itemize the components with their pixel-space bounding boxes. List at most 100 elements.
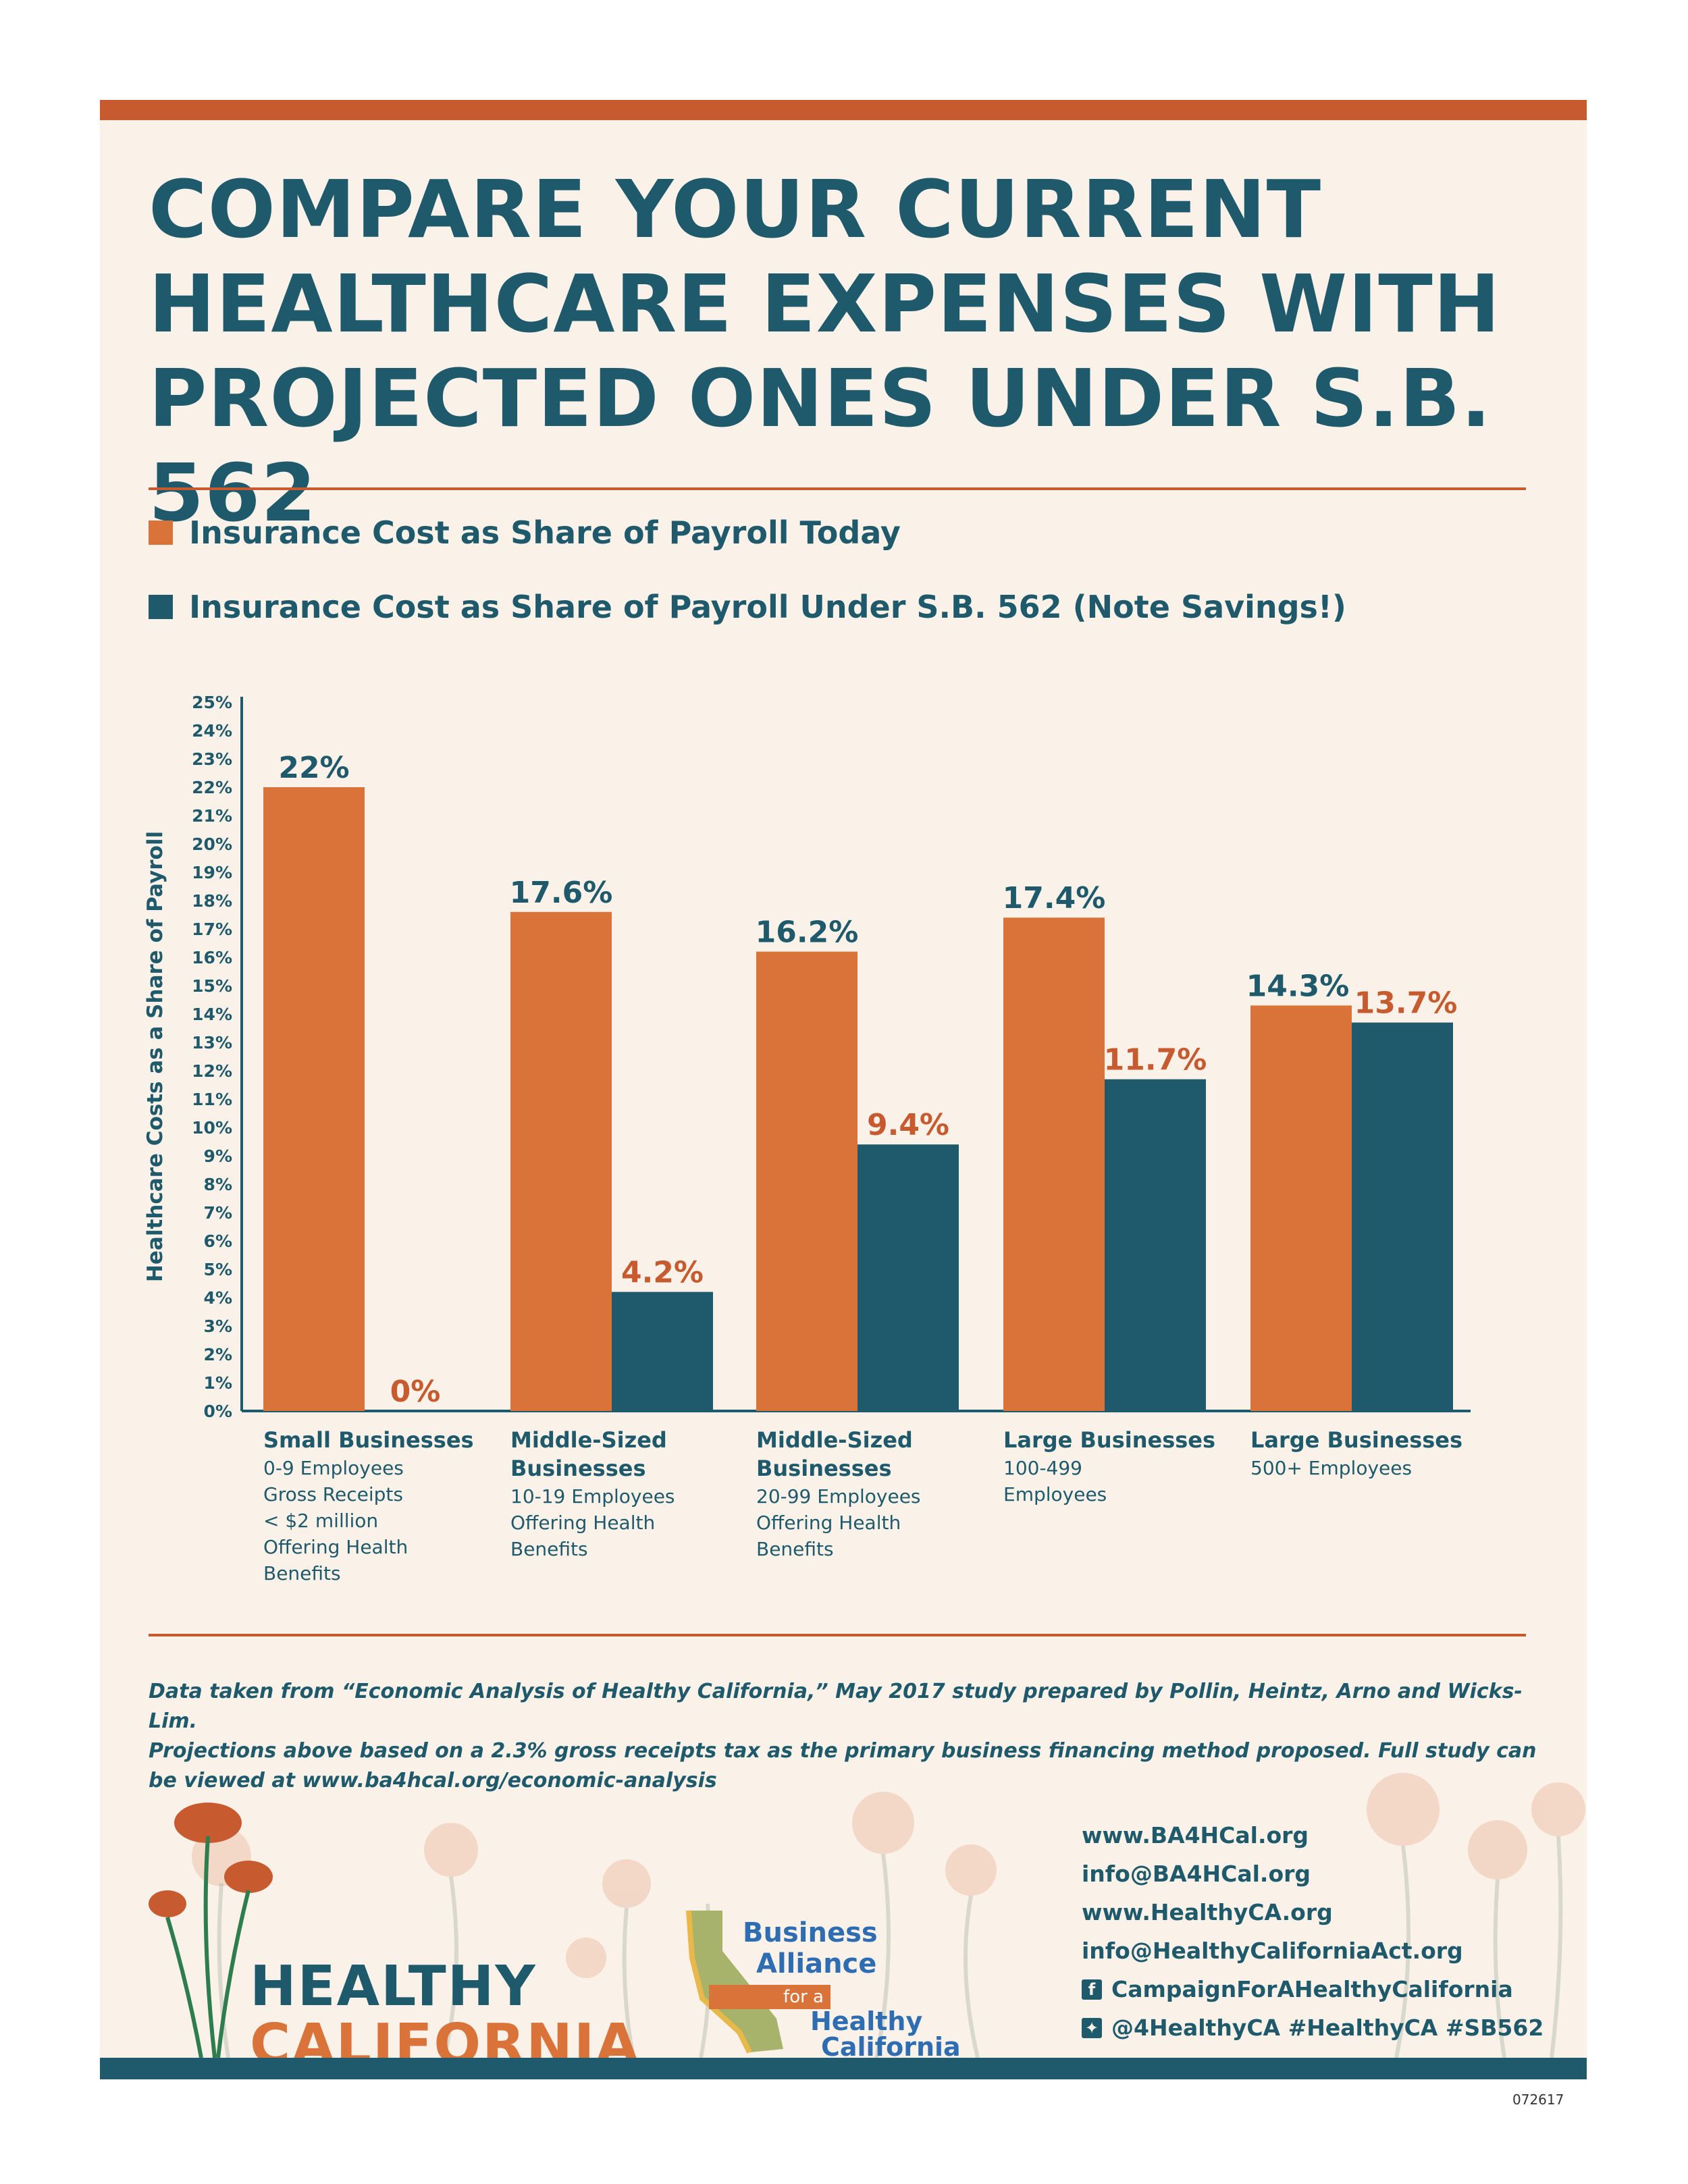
data-label: 9.4% xyxy=(867,1108,949,1142)
y-tick-label: 8% xyxy=(204,1175,232,1194)
category-detail: Offering Health xyxy=(510,1512,655,1534)
y-tick-label: 5% xyxy=(204,1260,232,1279)
contact-email-ba4hcal[interactable]: info@BA4HCal.org xyxy=(1082,1861,1311,1887)
bar xyxy=(1352,1022,1453,1411)
y-tick-label: 14% xyxy=(192,1005,232,1024)
page-title: COMPARE YOUR CURRENT HEALTHCARE EXPENSES… xyxy=(149,162,1566,540)
legend-item-today: Insurance Cost as Share of Payroll Today xyxy=(149,514,901,551)
business-alliance-line-2: Alliance xyxy=(756,1948,877,1979)
poppy-illustration xyxy=(149,1773,1585,2058)
data-label: 22% xyxy=(278,751,349,785)
data-label: 13.7% xyxy=(1354,986,1458,1021)
business-alliance-logo: Business Alliance for a Healthy Californ… xyxy=(675,1904,972,2062)
data-label: 4.2% xyxy=(621,1256,704,1290)
category-detail: 100-499 xyxy=(1003,1457,1082,1479)
top-accent-bar xyxy=(100,100,1587,120)
bar xyxy=(858,1144,959,1411)
legend-swatch-today xyxy=(149,521,173,545)
category-detail: Gross Receipts xyxy=(263,1483,403,1506)
y-tick-label: 6% xyxy=(204,1231,232,1251)
category-title: Businesses xyxy=(510,1456,646,1481)
category-title: Middle-Sized xyxy=(756,1427,913,1453)
y-tick-label: 25% xyxy=(192,693,232,712)
contact-facebook-label: CampaignForAHealthyCalifornia xyxy=(1111,1976,1513,2002)
legend-swatch-sb562 xyxy=(149,595,173,619)
california-map-icon xyxy=(686,1910,783,2054)
title-line-3: PROJECTED ONES UNDER S.B. 562 xyxy=(149,352,1492,539)
category-detail: 500+ Employees xyxy=(1250,1457,1412,1479)
title-line-1: COMPARE YOUR CURRENT xyxy=(149,163,1322,256)
category-title: Large Businesses xyxy=(1250,1427,1462,1453)
data-label: 0% xyxy=(390,1375,441,1409)
y-tick-label: 19% xyxy=(192,863,232,882)
category-detail: Offering Health xyxy=(263,1536,408,1558)
y-tick-label: 7% xyxy=(204,1203,232,1223)
healthy-california-logo: HEALTHY CALIFORNIA xyxy=(250,1958,640,2074)
business-alliance-line-4: California xyxy=(821,2032,961,2062)
category-detail: 0-9 Employees xyxy=(263,1457,404,1479)
y-tick-label: 23% xyxy=(192,749,232,769)
category-title: Businesses xyxy=(756,1456,892,1481)
y-tick-label: 18% xyxy=(192,891,232,911)
category-detail: 10-19 Employees xyxy=(510,1485,675,1508)
contact-email-healthycaliforniaact[interactable]: info@HealthyCaliforniaAct.org xyxy=(1082,1938,1463,1964)
category-detail: Employees xyxy=(1003,1483,1107,1506)
business-alliance-line-3: Healthy xyxy=(810,2006,923,2036)
y-tick-label: 9% xyxy=(204,1146,232,1166)
data-label: 14.3% xyxy=(1246,969,1350,1003)
y-tick-label: 0% xyxy=(204,1402,232,1421)
bar xyxy=(510,911,612,1411)
contact-twitter[interactable]: ✦ @4HealthyCA #HealthyCA #SB562 xyxy=(1082,2008,1544,2047)
document-code: 072617 xyxy=(1512,2092,1564,2108)
contact-website-healthyca[interactable]: www.HealthyCA.org xyxy=(1082,1899,1333,1925)
bottom-accent-bar xyxy=(100,2058,1587,2079)
bar xyxy=(756,951,858,1411)
source-line-2: Projections above based on a 2.3% gross … xyxy=(149,1739,1537,1792)
y-tick-label: 20% xyxy=(192,834,232,854)
y-tick-label: 17% xyxy=(192,920,232,939)
y-tick-label: 13% xyxy=(192,1033,232,1053)
bar xyxy=(1003,917,1105,1411)
contact-list: www.BA4HCal.org info@BA4HCal.org www.Hea… xyxy=(1082,1816,1544,2047)
data-label: 11.7% xyxy=(1104,1043,1207,1077)
bar xyxy=(1250,1005,1352,1411)
y-tick-label: 10% xyxy=(192,1118,232,1138)
source-line-1: Data taken from “Economic Analysis of He… xyxy=(149,1680,1523,1733)
y-tick-label: 3% xyxy=(204,1316,232,1336)
data-label: 17.4% xyxy=(1003,881,1106,915)
category-detail: Benefits xyxy=(510,1538,588,1560)
category-detail: Benefits xyxy=(756,1538,834,1560)
category-title: Small Businesses xyxy=(263,1427,474,1453)
y-tick-label: 12% xyxy=(192,1061,232,1081)
healthy-california-logo-line-1: HEALTHY xyxy=(250,1954,537,2019)
data-label: 16.2% xyxy=(756,915,859,950)
title-line-2: HEALTHCARE EXPENSES WITH xyxy=(149,257,1501,350)
category-detail: 20-99 Employees xyxy=(756,1485,921,1508)
bar xyxy=(612,1291,713,1411)
source-note: Data taken from “Economic Analysis of He… xyxy=(149,1677,1539,1796)
y-tick-label: 15% xyxy=(192,976,232,996)
contact-facebook[interactable]: f CampaignForAHealthyCalifornia xyxy=(1082,1970,1544,2008)
y-tick-label: 2% xyxy=(204,1345,232,1364)
category-detail: < $2 million xyxy=(263,1510,378,1532)
legend-item-sb562: Insurance Cost as Share of Payroll Under… xyxy=(149,589,1346,625)
category-title: Middle-Sized xyxy=(510,1427,667,1453)
bar xyxy=(1105,1079,1206,1411)
bar xyxy=(263,787,365,1411)
y-tick-label: 21% xyxy=(192,806,232,826)
twitter-icon: ✦ xyxy=(1082,2017,1102,2038)
facebook-icon: f xyxy=(1082,1979,1102,2000)
y-tick-label: 16% xyxy=(192,948,232,967)
legend-label-sb562: Insurance Cost as Share of Payroll Under… xyxy=(189,589,1346,625)
contact-twitter-label: @4HealthyCA #HealthyCA #SB562 xyxy=(1111,2015,1544,2041)
legend-label-today: Insurance Cost as Share of Payroll Today xyxy=(189,514,901,551)
title-divider xyxy=(149,487,1526,490)
y-tick-label: 1% xyxy=(204,1373,232,1393)
source-divider xyxy=(149,1634,1526,1636)
data-label: 17.6% xyxy=(510,876,613,910)
category-detail: Offering Health xyxy=(756,1512,901,1534)
business-alliance-for-a: for a xyxy=(709,1985,830,2009)
category-detail: Benefits xyxy=(263,1562,341,1584)
y-tick-label: 22% xyxy=(192,778,232,797)
contact-website-ba4hcal[interactable]: www.BA4HCal.org xyxy=(1082,1822,1309,1848)
